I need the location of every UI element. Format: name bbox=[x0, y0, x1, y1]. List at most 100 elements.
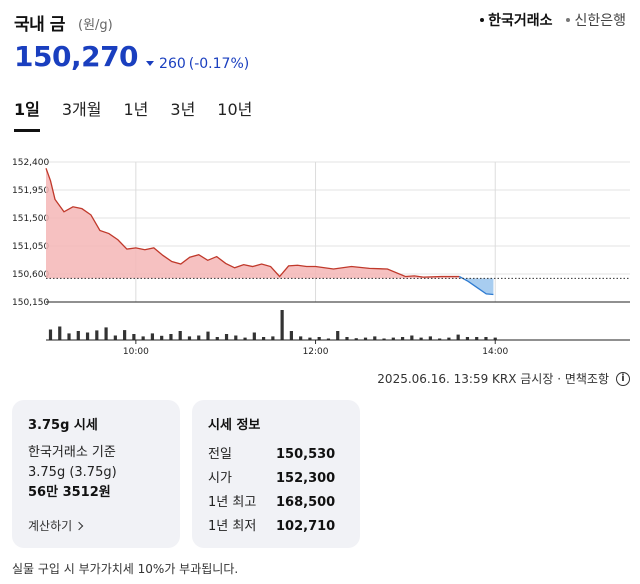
volume-bar bbox=[447, 337, 451, 340]
price-line-down bbox=[458, 275, 494, 296]
volume-bar bbox=[308, 337, 312, 340]
tab-3m[interactable]: 3개월 bbox=[61, 100, 102, 119]
volume-bar bbox=[141, 336, 145, 340]
x-tick-label: 14:00 bbox=[482, 347, 508, 357]
calculate-link-label: 계산하기 bbox=[28, 519, 73, 533]
header: 국내 금 (원/g) 한국거래소 신한은행 bbox=[14, 8, 630, 35]
volume-bar bbox=[113, 335, 117, 340]
volume-bar bbox=[85, 332, 90, 340]
volume-bar bbox=[169, 334, 173, 340]
volume-bar bbox=[317, 337, 321, 340]
volume-bar bbox=[243, 337, 247, 340]
price-line-up bbox=[45, 168, 460, 278]
card-value: 56만 3512원 bbox=[28, 485, 111, 500]
volume-bar bbox=[252, 332, 256, 340]
card-title: 시세 정보 bbox=[208, 418, 261, 433]
info-label: 시가 bbox=[208, 471, 232, 486]
volume-bar bbox=[475, 337, 479, 340]
x-tick-label: 12:00 bbox=[303, 347, 329, 357]
volume-bar bbox=[104, 327, 108, 340]
source-tab-label: 한국거래소 bbox=[488, 13, 553, 29]
volume-bar bbox=[160, 335, 164, 340]
card-price-375g: 3.75g 시세 한국거래소 기준 3.75g (3.75g) 56만 3512… bbox=[12, 400, 180, 548]
down-arrow-icon bbox=[146, 61, 155, 66]
source-tab-krx[interactable]: 한국거래소 bbox=[480, 10, 552, 30]
volume-bar bbox=[493, 337, 497, 340]
volume-bar bbox=[410, 335, 414, 340]
volume-bar bbox=[354, 338, 358, 340]
volume-bar bbox=[280, 310, 284, 340]
volume-bar bbox=[76, 331, 80, 340]
calculate-link[interactable]: 계산하기 bbox=[28, 517, 164, 534]
y-tick-label: 150,600 bbox=[12, 270, 49, 280]
info-label: 1년 최고 bbox=[208, 495, 257, 510]
volume-bar bbox=[484, 337, 488, 340]
volume-bar bbox=[289, 331, 293, 340]
vat-note: 실물 구입 시 부가가치세 10%가 부과됩니다. bbox=[12, 562, 239, 576]
x-tick-label: 10:00 bbox=[123, 347, 149, 357]
change-amount: 260 bbox=[159, 55, 186, 72]
volume-bar bbox=[197, 335, 201, 340]
volume-bar bbox=[132, 334, 136, 340]
volume-bar bbox=[345, 337, 349, 340]
y-tick-label: 151,050 bbox=[12, 242, 49, 252]
source-tab-shinhan[interactable]: 신한은행 bbox=[566, 10, 626, 30]
period-tabs: 1일 3개월 1년 3년 10년 bbox=[14, 96, 252, 132]
price-chart-svg: 152,400 151,950 151,500 151,050 150,600 150,1… bbox=[12, 158, 630, 357]
volume-bar bbox=[123, 330, 127, 340]
current-price: 150,270 bbox=[14, 40, 139, 73]
source-tabs: 한국거래소 신한은행 bbox=[480, 10, 626, 30]
volume-bar bbox=[215, 337, 219, 340]
tab-1y[interactable]: 1년 bbox=[123, 100, 149, 119]
source-tab-label: 신한은행 bbox=[574, 13, 626, 29]
page-title: 국내 금 bbox=[14, 15, 65, 35]
volume-bar bbox=[336, 331, 340, 340]
y-tick-label: 152,400 bbox=[12, 158, 49, 168]
table-row: 1년 최고 168,500 bbox=[208, 491, 344, 515]
table-row: 시가 152,300 bbox=[208, 467, 344, 491]
volume-bar bbox=[382, 338, 386, 340]
volume-bar bbox=[456, 334, 460, 340]
tab-10y[interactable]: 10년 bbox=[217, 100, 253, 119]
bullet-icon bbox=[566, 18, 571, 22]
tab-1d[interactable]: 1일 bbox=[14, 96, 40, 132]
table-row: 전일 150,530 bbox=[208, 443, 344, 467]
volume-bar bbox=[261, 337, 266, 340]
volume-bar bbox=[187, 336, 192, 340]
volume-bar bbox=[150, 333, 155, 340]
volume-bar bbox=[95, 330, 99, 340]
volume-bar bbox=[299, 336, 303, 340]
volume-bar bbox=[428, 336, 432, 340]
volume-bar bbox=[67, 333, 71, 340]
info-icon[interactable]: i bbox=[616, 371, 630, 386]
card-price-info: 시세 정보 전일 150,530 시가 152,300 1년 최고 168,50… bbox=[192, 400, 360, 548]
volume-bar bbox=[419, 337, 423, 340]
y-tick-label: 151,500 bbox=[12, 214, 49, 224]
info-label: 전일 bbox=[208, 447, 232, 462]
price-row: 150,270 260 (-0.17%) bbox=[14, 40, 249, 80]
info-value: 168,500 bbox=[276, 495, 336, 510]
y-tick-label: 151,950 bbox=[12, 186, 49, 196]
unit-label: (원/g) bbox=[78, 18, 113, 33]
info-value: 150,530 bbox=[276, 447, 336, 462]
volume-bar bbox=[400, 337, 405, 340]
market-note-text: 2025.06.16. 13:59 KRX 금시장 · 면책조항 bbox=[377, 372, 609, 386]
volume-bar bbox=[58, 326, 62, 340]
volume-bar bbox=[326, 338, 331, 340]
volume-bar bbox=[363, 337, 368, 340]
volume-bar bbox=[48, 329, 53, 340]
info-value: 152,300 bbox=[276, 471, 336, 486]
price-info-table: 전일 150,530 시가 152,300 1년 최고 168,500 1년 최… bbox=[208, 443, 344, 539]
market-note: 2025.06.16. 13:59 KRX 금시장 · 면책조항 i bbox=[377, 370, 630, 387]
price-chart[interactable]: 152,400 151,950 151,500 151,050 150,600 150,1… bbox=[0, 150, 640, 360]
price-change: 260 (-0.17%) bbox=[146, 56, 249, 72]
info-label: 1년 최저 bbox=[208, 519, 257, 534]
volume-bar bbox=[234, 335, 238, 340]
volume-bar bbox=[438, 338, 442, 340]
table-row: 1년 최저 102,710 bbox=[208, 515, 344, 539]
volume-bar bbox=[271, 336, 275, 340]
tab-3y[interactable]: 3년 bbox=[170, 100, 196, 119]
change-percent: (-0.17%) bbox=[188, 55, 250, 72]
volume-bar bbox=[465, 337, 470, 340]
card-basis: 한국거래소 기준 bbox=[28, 445, 116, 460]
